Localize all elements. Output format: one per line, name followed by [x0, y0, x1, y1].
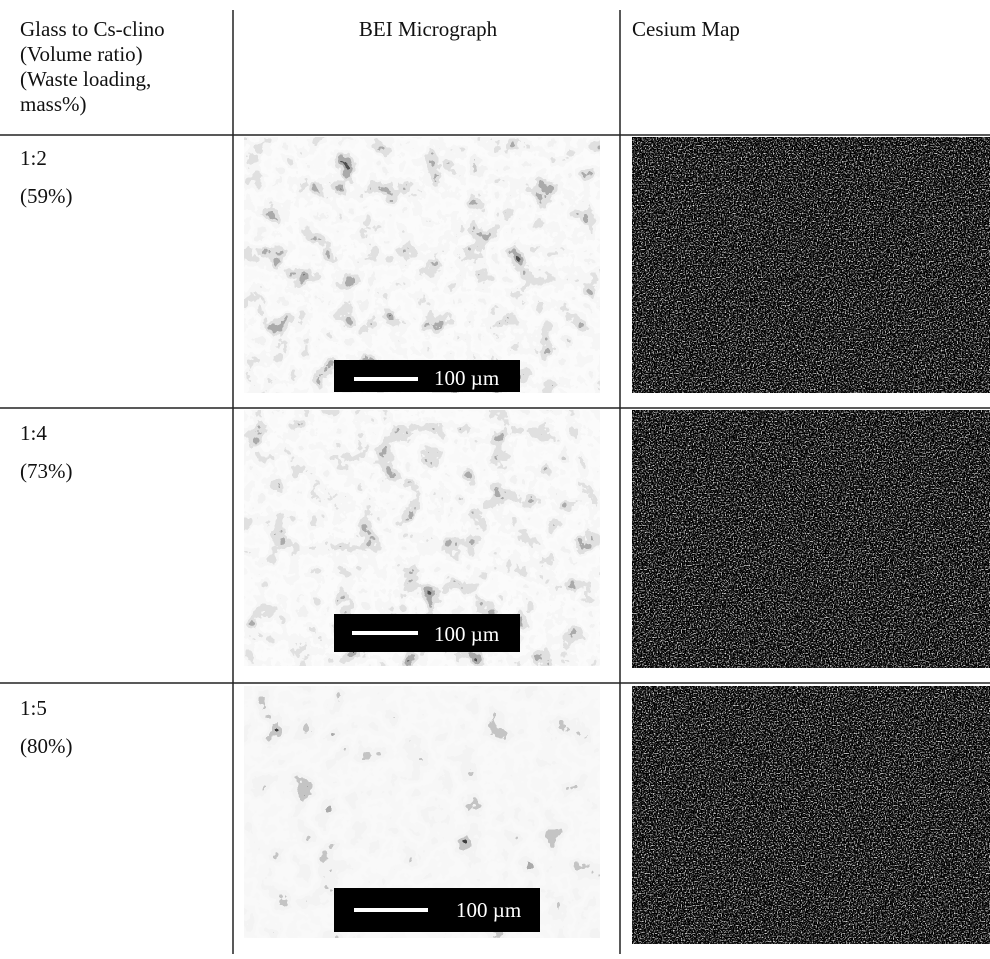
header-line: Glass to Cs-clino — [20, 17, 165, 41]
ratio: 1:2 — [20, 146, 47, 170]
figure-table: Glass to Cs-clino (Volume ratio) (Waste … — [0, 0, 990, 954]
loading: (73%) — [20, 459, 72, 483]
cesium-map — [632, 410, 990, 668]
cesium-map — [632, 137, 990, 393]
loading: (59%) — [20, 184, 72, 208]
header-cell: Cesium Map — [632, 17, 740, 41]
loading: (80%) — [20, 734, 72, 758]
header-line: mass%) — [20, 92, 87, 116]
header-line: (Volume ratio) — [20, 42, 143, 66]
bei-micrograph — [244, 137, 600, 393]
scale-bar-label: 100 µm — [434, 622, 499, 646]
ratio: 1:5 — [20, 696, 47, 720]
scale-bar-label: 100 µm — [434, 366, 499, 390]
scale-bar-label: 100 µm — [456, 898, 521, 922]
ratio: 1:4 — [20, 421, 47, 445]
page: Glass to Cs-clino (Volume ratio) (Waste … — [0, 0, 990, 954]
header-line: (Waste loading, — [20, 67, 151, 91]
cesium-map — [632, 686, 990, 944]
header-cell: BEI Micrograph — [359, 17, 498, 41]
